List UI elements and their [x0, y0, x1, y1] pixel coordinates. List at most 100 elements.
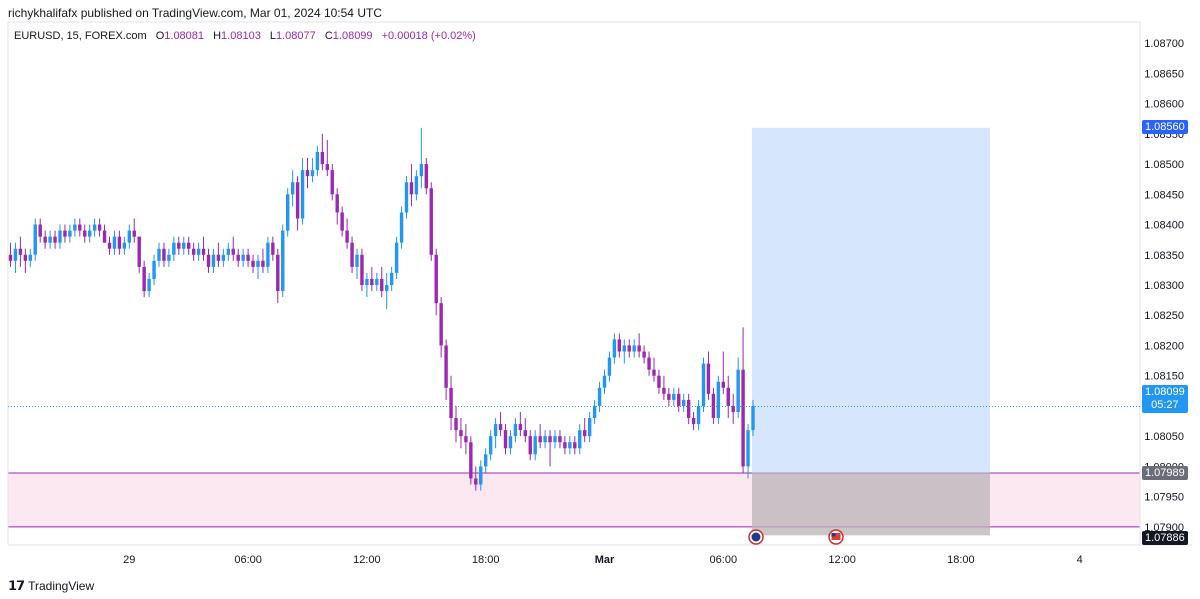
- candle: [617, 333, 622, 358]
- time-tick-label: 29: [123, 554, 135, 566]
- candle-body: [607, 357, 612, 376]
- candle: [38, 218, 42, 243]
- candle: [97, 218, 102, 237]
- legend-low-value: 1.08077: [276, 30, 316, 42]
- candle-body: [68, 230, 72, 237]
- candle-body: [627, 345, 631, 352]
- candle-body: [538, 436, 542, 443]
- candle-body: [88, 230, 92, 237]
- candle-body: [97, 224, 102, 231]
- price-tick-label: 1.08500: [1144, 159, 1184, 171]
- candle-body: [117, 236, 122, 249]
- legend-open-label: O: [155, 30, 165, 42]
- candle-body: [429, 188, 433, 255]
- candle-body: [558, 436, 562, 443]
- candle: [201, 236, 206, 261]
- candle: [281, 224, 285, 298]
- candle-body: [162, 248, 166, 261]
- candle-body: [553, 436, 557, 443]
- candle-body: [38, 224, 42, 237]
- candle-body: [305, 170, 310, 177]
- candle: [83, 224, 87, 243]
- candle: [137, 236, 141, 273]
- candle: [464, 424, 468, 455]
- candle: [13, 242, 18, 273]
- tradingview-logo[interactable]: 𝟭𝟳 TradingView: [8, 578, 94, 594]
- candle-body: [662, 387, 666, 394]
- published-header: richykhalifafx published on TradingView.…: [8, 6, 382, 20]
- candle: [330, 164, 334, 201]
- candle-body: [563, 442, 567, 449]
- candle-body: [548, 436, 552, 443]
- candle-body: [573, 442, 577, 449]
- time-tick-label: 18:00: [472, 554, 500, 566]
- candle: [300, 158, 305, 225]
- candle: [122, 236, 127, 255]
- candle-body: [424, 164, 428, 189]
- candle: [488, 430, 493, 461]
- candle-body: [731, 405, 735, 412]
- candle: [276, 248, 280, 304]
- price-tick-label: 1.08650: [1144, 68, 1184, 80]
- candle-body: [518, 424, 523, 431]
- position-loss-zone: [752, 473, 990, 536]
- candle-body: [8, 254, 13, 261]
- legend-high-label: H: [213, 30, 222, 42]
- candle: [63, 224, 67, 243]
- price-tick-label: 1.08250: [1144, 310, 1184, 322]
- candle-body: [484, 454, 488, 467]
- candle: [226, 242, 230, 261]
- price-tick-label: 1.08200: [1144, 340, 1184, 352]
- candle: [657, 369, 661, 394]
- candle-body: [394, 242, 399, 273]
- candle-body: [211, 254, 216, 267]
- candle-body: [23, 254, 28, 261]
- candle: [538, 424, 542, 449]
- candle-body: [83, 230, 87, 237]
- candle-body: [221, 254, 226, 261]
- candle-body: [152, 260, 156, 279]
- candle: [394, 236, 399, 279]
- candle-body: [389, 272, 394, 286]
- candle: [399, 206, 404, 249]
- candle-body: [404, 182, 409, 213]
- candle-body: [503, 430, 508, 449]
- legend-change: +0.00018 (+0.02%): [381, 30, 476, 42]
- candle-body: [622, 345, 626, 352]
- candle: [701, 357, 706, 412]
- candle-body: [508, 436, 513, 449]
- candle-body: [439, 303, 443, 346]
- candle-body: [696, 405, 701, 425]
- candle-body: [191, 248, 196, 255]
- candle-body: [602, 375, 607, 388]
- candle: [449, 375, 453, 431]
- candle-body: [617, 339, 622, 352]
- candle: [107, 236, 112, 255]
- candle-body: [706, 363, 711, 394]
- candle: [711, 387, 716, 425]
- time-tick-label: Mar: [595, 554, 615, 566]
- candle-body: [419, 164, 424, 177]
- legend-symbol: EURUSD, 15, FOREX.com: [14, 30, 147, 42]
- candle-body: [385, 285, 389, 292]
- candle: [305, 158, 310, 189]
- candle-body: [682, 399, 686, 406]
- candle-body: [63, 230, 67, 237]
- price-tick-label: 1.08450: [1144, 189, 1184, 201]
- candle: [484, 448, 488, 473]
- time-tick-label: 12:00: [828, 554, 856, 566]
- candle-body: [335, 194, 339, 213]
- candle-body: [632, 345, 636, 352]
- candle: [424, 158, 428, 195]
- candle: [518, 411, 523, 437]
- candle-body: [107, 242, 112, 249]
- candle-body: [266, 242, 270, 267]
- candle: [157, 242, 161, 267]
- candle: [493, 418, 498, 449]
- candle: [726, 375, 730, 419]
- candle-body: [523, 430, 527, 437]
- candle-body: [78, 224, 82, 231]
- candle: [191, 242, 196, 261]
- candle-body: [330, 170, 334, 195]
